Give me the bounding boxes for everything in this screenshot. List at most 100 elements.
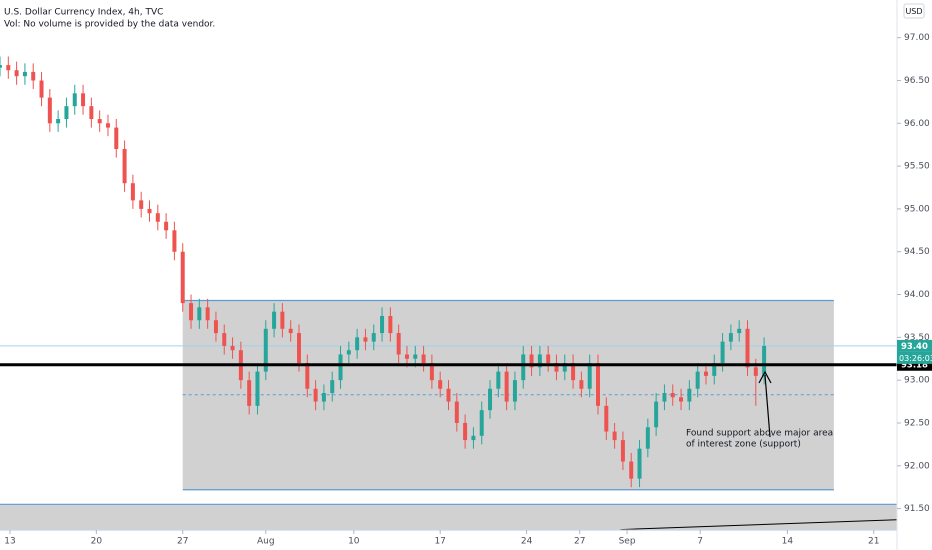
candle-body <box>579 380 584 389</box>
annotation-arrowhead <box>758 370 772 384</box>
candle-body <box>346 350 351 355</box>
candle-body <box>14 70 19 77</box>
candle-body <box>396 333 401 355</box>
candle-body <box>512 380 517 402</box>
candle-body <box>463 422 468 441</box>
candle-body <box>147 208 152 214</box>
candle-body <box>712 363 717 376</box>
candle-body <box>604 405 609 432</box>
countdown: 03:26:03 <box>899 354 932 363</box>
currency-button[interactable] <box>903 3 925 19</box>
candle-body <box>413 354 418 359</box>
y-tick-label: 91.50 <box>904 504 930 514</box>
candle-body <box>313 388 318 402</box>
candle-body <box>305 363 310 389</box>
candle-body <box>703 371 708 376</box>
candle-body <box>529 354 534 368</box>
candle-body <box>205 307 210 321</box>
candle-body <box>521 354 526 381</box>
annotation-line: Found support above major area <box>686 429 833 439</box>
candle-body <box>230 345 235 351</box>
candle-body <box>155 213 160 222</box>
y-tick-label: 93.00 <box>904 376 930 386</box>
candle-body <box>645 427 650 449</box>
candle-body <box>571 363 576 381</box>
countdown-box <box>897 351 932 364</box>
candle-body <box>64 106 69 120</box>
chart-title: U.S. Dollar Currency Index, 4h, TVC <box>4 8 163 18</box>
x-tick-label: Sep <box>619 537 636 547</box>
price-label: 93.18 <box>901 361 928 371</box>
price-label: 93.40 <box>901 342 928 352</box>
currency-label: USD <box>905 7 922 16</box>
candle-body <box>330 380 335 394</box>
y-tick-label: 97.00 <box>904 33 930 43</box>
candle-body <box>355 337 360 351</box>
price-label-box <box>897 339 932 352</box>
candle-body <box>562 363 567 372</box>
candle-body <box>429 363 434 381</box>
candle-body <box>97 119 102 124</box>
trendline <box>620 519 898 531</box>
candle-body <box>56 119 61 124</box>
candle-body <box>687 388 692 402</box>
y-tick-label: 92.50 <box>904 418 930 428</box>
candle-body <box>670 393 675 398</box>
candle-body <box>554 363 559 372</box>
candle-body <box>263 328 268 372</box>
candle-body <box>612 431 617 441</box>
y-tick-label: 94.00 <box>904 290 930 300</box>
candle-body <box>197 307 202 321</box>
x-tick-label: 14 <box>782 537 794 547</box>
candle-body <box>114 127 119 149</box>
candle-body <box>22 71 27 77</box>
y-tick-label: 95.00 <box>904 204 930 214</box>
candle-body <box>587 363 592 389</box>
candle-body <box>762 345 767 376</box>
candle-body <box>6 65 11 71</box>
chart-subtitle: Vol: No volume is provided by the data v… <box>4 20 215 30</box>
candle-body <box>471 435 476 441</box>
zone <box>0 504 897 530</box>
y-tick-label: 96.50 <box>904 76 930 86</box>
candle-body <box>321 393 326 402</box>
candle-body <box>404 354 409 359</box>
candle-body <box>421 354 426 364</box>
candle-body <box>255 371 260 406</box>
annotation-arrow <box>764 374 771 438</box>
candle-body <box>620 440 625 462</box>
x-tick-label: 21 <box>868 537 879 547</box>
y-tick-label: 94.50 <box>904 247 930 257</box>
candle-body <box>454 401 459 423</box>
candle-body <box>679 397 684 402</box>
x-tick-label: Aug <box>257 537 275 547</box>
candle-body <box>180 251 185 304</box>
candle-body <box>596 363 600 406</box>
candle-body <box>89 106 94 120</box>
x-tick-label: 27 <box>574 537 585 547</box>
candle-body <box>31 71 36 81</box>
candle-body <box>720 341 725 364</box>
candle-body <box>504 371 509 402</box>
candle-body <box>479 410 484 436</box>
axes: 97.00 96.50 96.00 95.50 95.00 94.50 94.00 93.50… <box>4 33 930 546</box>
candle-body <box>363 337 368 342</box>
candle-body <box>753 367 758 376</box>
candle-body <box>172 230 177 252</box>
candle-body <box>371 333 376 342</box>
candle-body <box>280 311 285 329</box>
candle-body <box>629 461 634 479</box>
candle-body <box>728 333 733 342</box>
x-tick-label: 24 <box>521 537 533 547</box>
candle-body <box>745 328 750 368</box>
candle-body <box>105 123 110 128</box>
candle-body <box>488 388 493 411</box>
candle-body <box>139 200 144 209</box>
candle-body <box>213 320 218 334</box>
candle-body <box>338 354 343 381</box>
candle-body <box>438 380 443 389</box>
candle-body <box>695 371 700 389</box>
candle-body <box>39 80 44 98</box>
x-tick-label: 10 <box>348 537 360 547</box>
